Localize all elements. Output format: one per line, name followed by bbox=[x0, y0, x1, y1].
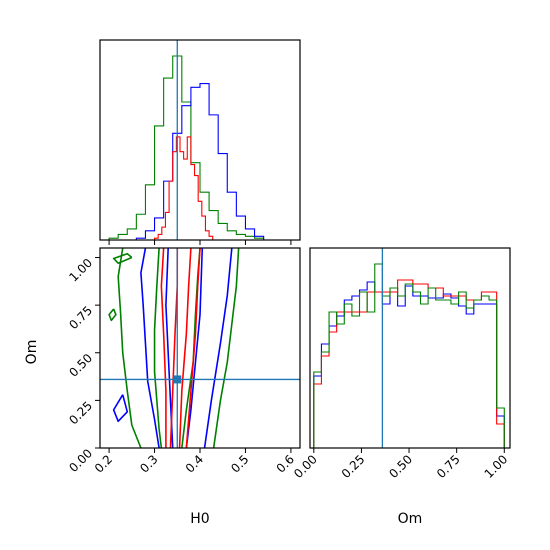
contour-H0-Om-ytick-label-0: 0.00 bbox=[66, 446, 95, 475]
hist-Om-frame bbox=[309, 247, 511, 449]
hist-H0-series bbox=[108, 40, 291, 240]
contour-series-1-level-4 bbox=[112, 394, 129, 423]
hist-Om-xtick-label-0: 0.00 bbox=[291, 452, 320, 481]
contour-series-2-level-0 bbox=[160, 248, 167, 448]
contour-series-1-level-2 bbox=[185, 248, 204, 448]
hist-H0-panel bbox=[99, 39, 301, 245]
hist-H0-series-2 bbox=[154, 136, 214, 240]
hist-Om-series-0 bbox=[313, 281, 505, 448]
hist-Om-series-1 bbox=[313, 279, 505, 448]
contour-series-2-level-1 bbox=[169, 248, 179, 448]
contour-series-0-level-4 bbox=[112, 252, 133, 265]
contour-series-0-level-1 bbox=[153, 248, 163, 448]
hist-Om-series-2 bbox=[313, 263, 505, 448]
contour-H0-Om-xtick-label-1: 0.3 bbox=[137, 452, 160, 475]
hist-Om-xtick-label-2: 0.50 bbox=[386, 452, 415, 481]
contour-series-2-level-2 bbox=[178, 248, 192, 448]
contour-H0-Om-ytick-label-4: 1.00 bbox=[66, 256, 95, 285]
contour-series-0-level-5 bbox=[108, 308, 117, 322]
hist-Om-xtick-label-1: 0.25 bbox=[339, 452, 368, 481]
hist-H0-frame bbox=[99, 39, 301, 241]
hist-Om-xtick-label-3: 0.75 bbox=[434, 452, 463, 481]
contour-H0-Om-ytick-label-1: 0.25 bbox=[66, 399, 95, 428]
hist-H0-series-1 bbox=[135, 83, 265, 240]
hist-Om-xtick-label-4: 1.00 bbox=[482, 452, 511, 481]
contour-H0-Om-xtick-label-2: 0.4 bbox=[183, 452, 206, 475]
contour-series-1-level-3 bbox=[203, 248, 233, 448]
contour-series bbox=[100, 248, 300, 448]
y-axis-label-Om: Om bbox=[24, 340, 40, 365]
x-axis-label-H0: H0 bbox=[190, 511, 209, 527]
contour-H0-Om-ytick-label-2: 0.50 bbox=[66, 351, 95, 380]
contour-series-0-level-3 bbox=[212, 248, 240, 448]
hist-Om-ticks: 0.00 0.25 0.50 0.75 1.00 bbox=[291, 448, 510, 481]
contour-H0-Om-panel: 0.2 0.3 0.4 0.5 0.60.000.250.500.751.00 H0 O… bbox=[24, 247, 301, 527]
contour-series-1-level-0 bbox=[140, 248, 160, 448]
contour-H0-Om-xtick-label-3: 0.5 bbox=[228, 452, 251, 475]
contour-H0-Om-xtick-label-0: 0.2 bbox=[92, 452, 115, 475]
contour-frame bbox=[99, 247, 301, 449]
hist-H0-ticks bbox=[108, 240, 292, 245]
hist-Om-series bbox=[313, 248, 505, 448]
contour-series-0-level-0 bbox=[117, 248, 142, 448]
hist-Om-panel: 0.00 0.25 0.50 0.75 1.00 Om bbox=[291, 247, 511, 527]
contour-series-2-level-3 bbox=[185, 248, 201, 448]
contour-H0-Om-ytick-label-3: 0.75 bbox=[66, 303, 95, 332]
x-axis-label-Om: Om bbox=[398, 511, 423, 527]
contour-truth-marker bbox=[173, 375, 182, 384]
